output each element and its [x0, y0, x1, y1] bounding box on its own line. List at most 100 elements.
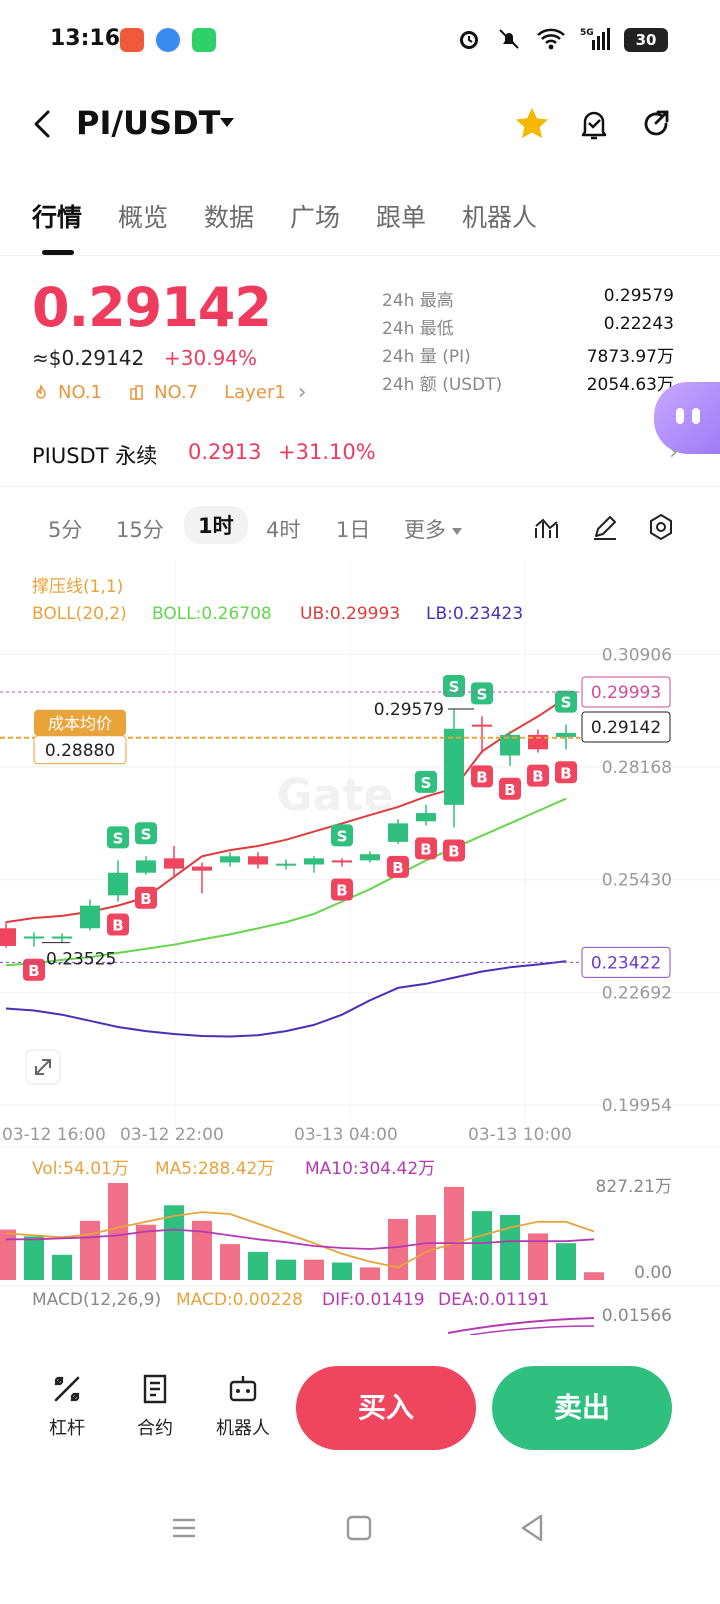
boll-ub-value: UB:0.29993 — [300, 604, 400, 624]
tab-copy-trading[interactable]: 跟单 — [376, 203, 427, 232]
candle-body — [388, 823, 408, 842]
buy-marker-letter: B — [532, 768, 543, 786]
price-change-percent: +30.94% — [164, 346, 258, 370]
buy-marker-letter: B — [336, 882, 347, 900]
back-icon[interactable] — [514, 1510, 550, 1546]
high-marker: 0.29579 — [374, 700, 444, 720]
cost-label: 成本均价 — [48, 714, 112, 733]
boll-lb-value: LB:0.23423 — [426, 604, 523, 624]
chevron-down-icon[interactable] — [220, 118, 234, 127]
boll-mid-value: BOLL:0.26708 — [152, 604, 272, 624]
tab-market[interactable]: 行情 — [32, 203, 83, 232]
volume-bar — [276, 1259, 296, 1280]
bots-button[interactable]: 机器人 — [208, 1372, 278, 1440]
assistant-bubble-icon[interactable] — [654, 382, 720, 454]
volume-bar — [472, 1211, 492, 1280]
back-arrow-icon[interactable] — [28, 104, 58, 144]
share-icon[interactable] — [636, 104, 676, 144]
interval-1h[interactable]: 1时 — [184, 506, 248, 544]
sell-marker — [135, 822, 157, 845]
stat-label: 24h 最低 — [382, 319, 454, 339]
indicator-icon[interactable] — [532, 512, 562, 542]
rank-row[interactable]: NO.1 NO.7 Layer1 › — [32, 380, 333, 405]
chart-watermark: Gate — [277, 770, 394, 821]
bottom-action-bar: 杠杆 合约 机器人 买入 卖出 — [0, 1360, 720, 1460]
favorite-star-icon[interactable] — [512, 104, 552, 144]
volume-bar — [444, 1186, 464, 1280]
leverage-button[interactable]: 杠杆 — [32, 1372, 102, 1440]
stats-24h: 24h 最高 0.29579 24h 最低 0.22243 24h 量 (PI) 78… — [382, 286, 674, 398]
tab-overview[interactable]: 概览 — [118, 203, 169, 232]
bots-label: 机器人 — [216, 1418, 270, 1439]
stat-value: 0.22243 — [603, 314, 674, 334]
sell-marker-letter: S — [113, 829, 124, 847]
buy-marker-letter: B — [28, 962, 39, 980]
price-alert-bell-icon[interactable] — [574, 104, 614, 144]
volume-bar — [52, 1254, 72, 1280]
buy-marker — [443, 839, 465, 862]
candle-body — [416, 813, 436, 822]
interval-more-label: 更多 — [404, 518, 446, 542]
stat-row: 24h 额 (USDT) 2054.63万 — [382, 370, 674, 398]
candle-body — [192, 866, 212, 871]
boll-middle-band — [5, 797, 567, 967]
svg-text:5G: 5G — [580, 28, 594, 38]
system-icons: 5G — [456, 26, 610, 52]
volume-bar — [528, 1233, 548, 1280]
macd-label: MACD(12,26,9) — [32, 1290, 161, 1310]
cost-value-box — [33, 735, 127, 765]
leverage-label: 杠杆 — [49, 1418, 85, 1439]
sell-marker-letter: S — [449, 678, 460, 696]
lb-price-tag — [581, 946, 671, 978]
candle-body — [556, 732, 576, 737]
y-tick-label: 0.19954 — [602, 1096, 672, 1116]
vol-ma10-line — [6, 1228, 595, 1250]
tab-bots[interactable]: 机器人 — [462, 203, 538, 232]
buy-marker-letter: B — [112, 917, 123, 935]
tab-square[interactable]: 广场 — [290, 203, 341, 232]
volume-bar — [584, 1272, 604, 1280]
sell-marker — [331, 824, 353, 847]
boll-label: BOLL(20,2) — [32, 604, 127, 624]
perp-change: +31.10% — [278, 440, 376, 464]
last-price-tag-value: 0.29142 — [591, 718, 661, 738]
menu-icon[interactable] — [166, 1510, 202, 1546]
flame-icon — [36, 383, 46, 399]
volume-bar — [304, 1259, 324, 1280]
home-icon[interactable] — [341, 1510, 377, 1546]
robot-icon — [229, 1376, 257, 1402]
indicator-title: 撑压线(1,1) — [32, 577, 123, 597]
interval-1d[interactable]: 1日 — [336, 518, 371, 542]
candle-body — [332, 860, 352, 863]
pair-title[interactable]: PI/USDT — [76, 104, 221, 142]
kline-chart[interactable]: Gate 撑压线(1,1) BOLL(20,2) BOLL:0.26708 UB… — [0, 560, 720, 1336]
interval-more[interactable]: 更多 — [404, 514, 462, 544]
buy-button[interactable]: 买入 — [296, 1366, 476, 1450]
interval-15m[interactable]: 15分 — [116, 518, 164, 542]
buy-marker — [527, 764, 549, 787]
sell-marker — [555, 690, 577, 713]
perpetual-row[interactable]: PIUSDT 永续 0.2913 +31.10% › — [32, 440, 678, 470]
dea-value: DEA:0.01191 — [438, 1290, 549, 1310]
sell-marker-letter: S — [561, 694, 572, 712]
chart-canvas[interactable]: Gate 撑压线(1,1) BOLL(20,2) BOLL:0.26708 UB… — [0, 560, 720, 1336]
status-bar: 13:16 5G 30 — [0, 0, 720, 80]
buy-marker-letter: B — [504, 781, 515, 799]
interval-5m[interactable]: 5分 — [48, 518, 83, 542]
cost-label-box — [34, 709, 126, 736]
buy-marker — [471, 765, 493, 788]
sell-button[interactable]: 卖出 — [492, 1366, 672, 1450]
buy-marker-letter: B — [140, 890, 151, 908]
chevron-right-icon: › — [669, 440, 678, 465]
chart-settings-icon[interactable] — [646, 512, 676, 542]
stat-row: 24h 最低 0.22243 — [382, 314, 674, 342]
sell-marker-letter: S — [337, 827, 348, 845]
low-marker: 0.23525 — [46, 950, 116, 970]
tab-data[interactable]: 数据 — [204, 203, 255, 232]
stat-value: 7873.97万 — [586, 347, 674, 367]
vol-label: Vol:54.01万 — [32, 1159, 129, 1179]
signal-icon: 5G — [580, 28, 610, 50]
contract-button[interactable]: 合约 — [120, 1372, 190, 1440]
interval-4h[interactable]: 4时 — [266, 518, 301, 542]
draw-pencil-icon[interactable] — [590, 512, 620, 542]
